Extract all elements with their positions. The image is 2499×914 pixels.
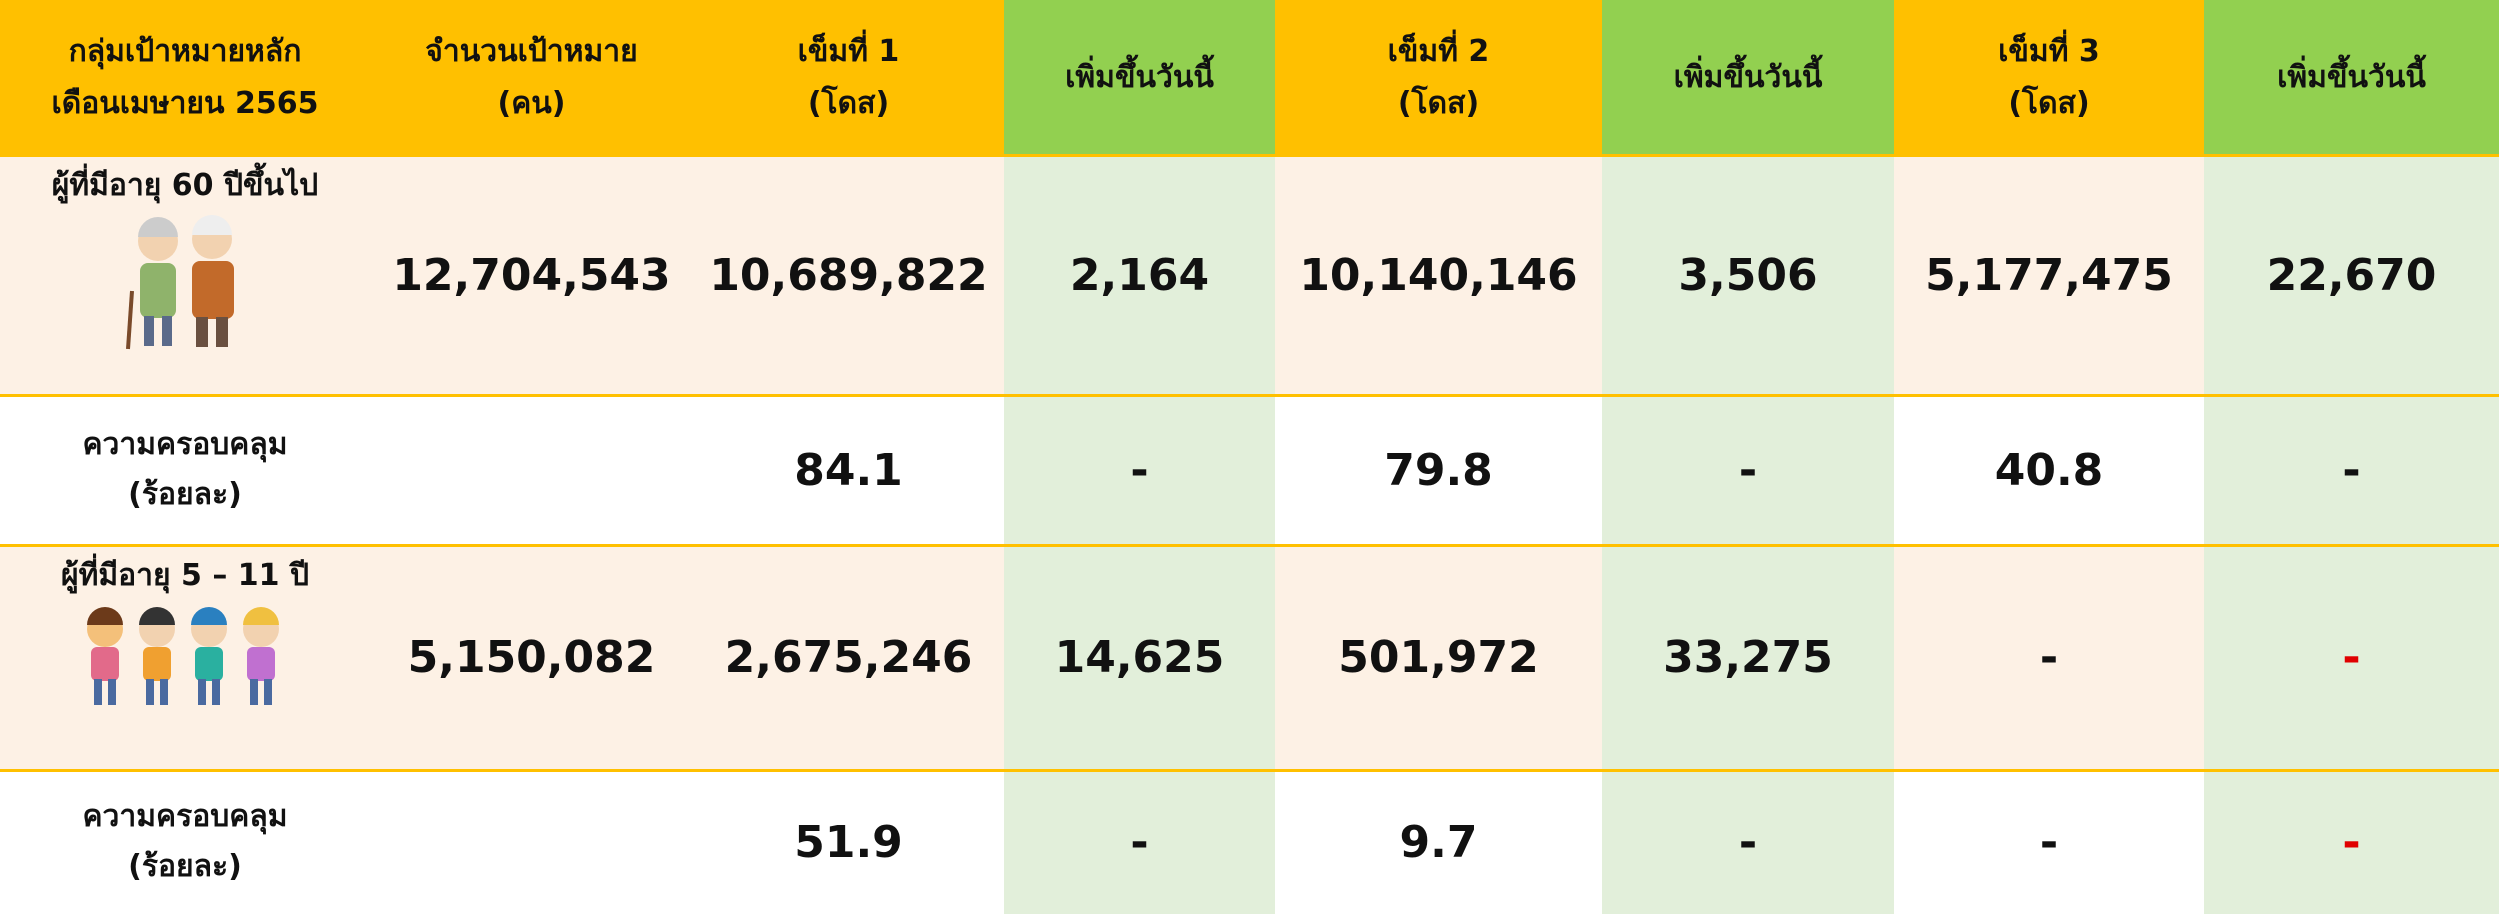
cell-value: 501,972 (1338, 632, 1538, 683)
data-cell: 12,704,543 (370, 155, 693, 395)
data-cell: - (2204, 770, 2499, 914)
header-text: เพิ่มขึ้นวันนี้ (1065, 52, 1214, 104)
cell-value: 84.1 (794, 445, 903, 496)
header-cell: เพิ่มขึ้นวันนี้ (1602, 0, 1894, 155)
data-cell: 3,506 (1602, 155, 1894, 395)
header-cell: เข็มที่ 2(โดส) (1275, 0, 1602, 155)
cell-value: 9.7 (1400, 817, 1478, 868)
cell-value: - (2040, 817, 2058, 868)
header-text: (โดส) (808, 78, 889, 130)
header-cell: กลุ่มเป้าหมายหลักเดือนเมษายน 2565 (0, 0, 370, 155)
row-label-text: ความครอบคลุม (82, 420, 287, 470)
data-cell: - (1602, 770, 1894, 914)
data-cell: - (1894, 545, 2204, 770)
row-label-text: ผู้ที่มีอายุ 5 – 11 ปี (61, 551, 309, 601)
data-cell: 501,972 (1275, 545, 1602, 770)
header-text: เข็มที่ 2 (1388, 26, 1490, 78)
cell-value: 10,140,146 (1299, 250, 1577, 301)
cell-value: 2,164 (1070, 250, 1209, 301)
header-text: เดือนเมษายน 2565 (52, 78, 319, 130)
header-text: เข็มที่ 1 (798, 26, 900, 78)
cell-value: - (1739, 817, 1757, 868)
data-cell: - (1602, 395, 1894, 545)
row-label-text: ผู้ที่มีอายุ 60 ปีขึ้นไป (52, 161, 318, 211)
data-cell: 5,177,475 (1894, 155, 2204, 395)
header-text: เพิ่มขึ้นวันนี้ (1674, 52, 1823, 104)
data-cell: 10,140,146 (1275, 155, 1602, 395)
vaccine-table: กลุ่มเป้าหมายหลักเดือนเมษายน 2565จำนวนเป… (0, 0, 2499, 914)
row-label: ความครอบคลุม(ร้อยละ) (0, 395, 370, 545)
data-cell: - (1004, 770, 1275, 914)
row-label: ผู้ที่มีอายุ 5 – 11 ปี (0, 545, 370, 770)
row-label: ผู้ที่มีอายุ 60 ปีขึ้นไป (0, 155, 370, 395)
header-cell: เข็มที่ 3(โดส) (1894, 0, 2204, 155)
header-cell: เข็มที่ 1(โดส) (693, 0, 1004, 155)
cell-value: 51.9 (794, 817, 903, 868)
header-text: กลุ่มเป้าหมายหลัก (69, 26, 302, 78)
cell-value: 2,675,246 (725, 632, 973, 683)
data-cell: 40.8 (1894, 395, 2204, 545)
header-text: (โดส) (1398, 78, 1479, 130)
row-label: ความครอบคลุม(ร้อยละ) (0, 770, 370, 914)
row-border (0, 154, 2499, 157)
data-cell: 79.8 (1275, 395, 1602, 545)
cell-value: 5,150,082 (408, 632, 656, 683)
cell-value: - (1739, 445, 1757, 496)
row-label-text: ความครอบคลุม (82, 792, 287, 842)
cell-value: 33,275 (1663, 632, 1833, 683)
cell-value: - (1130, 817, 1148, 868)
data-cell: 22,670 (2204, 155, 2499, 395)
data-cell: - (1004, 395, 1275, 545)
cell-value: 14,625 (1055, 632, 1225, 683)
data-cell (370, 395, 693, 545)
data-cell (370, 770, 693, 914)
data-cell: - (2204, 545, 2499, 770)
row-border (0, 544, 2499, 547)
children-icon (75, 601, 295, 711)
header-cell: จำนวนเป้าหมาย(คน) (370, 0, 693, 155)
data-cell: 9.7 (1275, 770, 1602, 914)
cell-value: 10,689,822 (709, 250, 987, 301)
data-cell: 2,675,246 (693, 545, 1004, 770)
cell-value: 3,506 (1678, 250, 1817, 301)
cell-value: - (2342, 445, 2360, 496)
cell-value: - (2342, 632, 2360, 683)
data-cell: 14,625 (1004, 545, 1275, 770)
cell-value: - (2342, 817, 2360, 868)
header-text: จำนวนเป้าหมาย (425, 26, 637, 78)
cell-value: - (1130, 445, 1148, 496)
cell-value: - (2040, 632, 2058, 683)
data-cell: 5,150,082 (370, 545, 693, 770)
cell-value: 79.8 (1384, 445, 1493, 496)
cell-value: 22,670 (2267, 250, 2437, 301)
elderly-icon (110, 211, 260, 351)
header-text: เข็มที่ 3 (1998, 26, 2100, 78)
cell-value: 40.8 (1995, 445, 2104, 496)
row-border (0, 769, 2499, 772)
data-cell: 2,164 (1004, 155, 1275, 395)
row-label-text: (ร้อยละ) (128, 470, 242, 520)
header-text: (คน) (498, 78, 566, 130)
data-cell: - (1894, 770, 2204, 914)
data-cell: 51.9 (693, 770, 1004, 914)
header-cell: เพิ่มขึ้นวันนี้ (1004, 0, 1275, 155)
header-text: (โดส) (2008, 78, 2089, 130)
data-cell: 10,689,822 (693, 155, 1004, 395)
cell-value: 12,704,543 (392, 250, 670, 301)
row-border (0, 394, 2499, 397)
header-cell: เพิ่มขึ้นวันนี้ (2204, 0, 2499, 155)
cell-value: 5,177,475 (1925, 250, 2173, 301)
data-cell: 84.1 (693, 395, 1004, 545)
header-text: เพิ่มขึ้นวันนี้ (2277, 52, 2426, 104)
row-label-text: (ร้อยละ) (128, 842, 242, 892)
data-cell: 33,275 (1602, 545, 1894, 770)
data-cell: - (2204, 395, 2499, 545)
